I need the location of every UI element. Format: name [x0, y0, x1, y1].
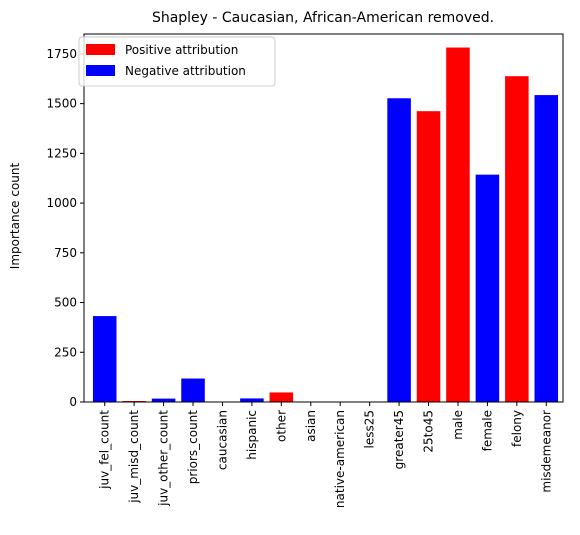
y-axis-label: Importance count: [8, 162, 22, 269]
y-tick-label: 1500: [46, 97, 77, 111]
x-tick-label: other: [274, 410, 288, 442]
x-tick-label: asian: [304, 410, 318, 442]
bar-hispanic: [240, 398, 264, 402]
x-tick-label: hispanic: [245, 410, 259, 460]
bar-female: [475, 174, 500, 402]
legend-swatch: [86, 65, 115, 76]
bar-other: [269, 392, 294, 402]
bar-male: [446, 47, 470, 402]
legend-box: [78, 36, 276, 87]
y-tick-label: 0: [69, 395, 77, 409]
x-tick-label: caucasian: [215, 410, 229, 470]
legend: Positive attribution Negative attribution: [78, 36, 276, 87]
bar-25to45: [416, 111, 441, 403]
bar-misdemeanor: [534, 95, 559, 402]
x-tick-label: juv_other_count: [157, 410, 171, 507]
y-tick-label: 500: [54, 296, 77, 310]
x-tick-label: greater45: [392, 410, 406, 469]
bar-juv_fel_count: [92, 316, 117, 402]
x-tick-label: 25to45: [422, 410, 436, 453]
x-tick-label: male: [451, 410, 465, 440]
y-axis: 0 250 500 750 1000 1250 1500 1750: [46, 47, 84, 409]
y-tick-label: 1250: [46, 146, 77, 160]
x-tick-label: native-american: [333, 410, 347, 508]
x-tick-label: priors_count: [186, 410, 200, 485]
y-tick-label: 1750: [46, 47, 77, 61]
legend-swatch: [86, 44, 115, 55]
bar-greater45: [387, 98, 411, 402]
legend-label: Positive attribution: [125, 43, 238, 57]
bar-juv_other_count: [151, 398, 176, 402]
y-tick-label: 1000: [46, 196, 77, 210]
x-axis: juv_fel_count juv_misd_count juv_other_cou…: [98, 402, 553, 508]
x-tick-label: felony: [510, 410, 524, 447]
bars-group: [92, 47, 559, 403]
x-tick-label: juv_fel_count: [98, 410, 112, 490]
bar-felony: [505, 76, 529, 403]
legend-label: Negative attribution: [125, 64, 246, 78]
bar-priors_count: [181, 378, 205, 402]
x-tick-label: less25: [363, 410, 377, 449]
y-tick-label: 750: [54, 246, 77, 260]
x-tick-label: female: [480, 410, 494, 451]
x-tick-label: misdemeanor: [539, 410, 553, 493]
plot-frame: [83, 33, 564, 403]
y-tick-label: 250: [54, 345, 77, 359]
chart-title: Shapley - Caucasian, African-American re…: [152, 10, 494, 26]
x-tick-label: juv_misd_count: [127, 410, 141, 504]
